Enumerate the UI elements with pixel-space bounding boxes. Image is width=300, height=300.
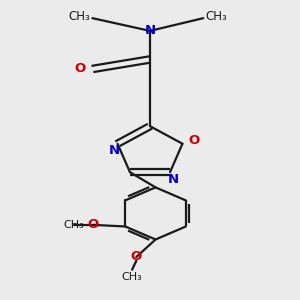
Text: N: N bbox=[109, 144, 120, 157]
Text: O: O bbox=[75, 62, 86, 75]
Text: N: N bbox=[144, 24, 156, 37]
Text: O: O bbox=[131, 250, 142, 263]
Text: CH₃: CH₃ bbox=[122, 272, 142, 282]
Text: N: N bbox=[168, 172, 179, 186]
Text: CH₃: CH₃ bbox=[205, 10, 227, 23]
Text: O: O bbox=[189, 134, 200, 147]
Text: CH₃: CH₃ bbox=[69, 10, 91, 23]
Text: O: O bbox=[88, 218, 99, 231]
Text: CH₃: CH₃ bbox=[63, 220, 84, 230]
